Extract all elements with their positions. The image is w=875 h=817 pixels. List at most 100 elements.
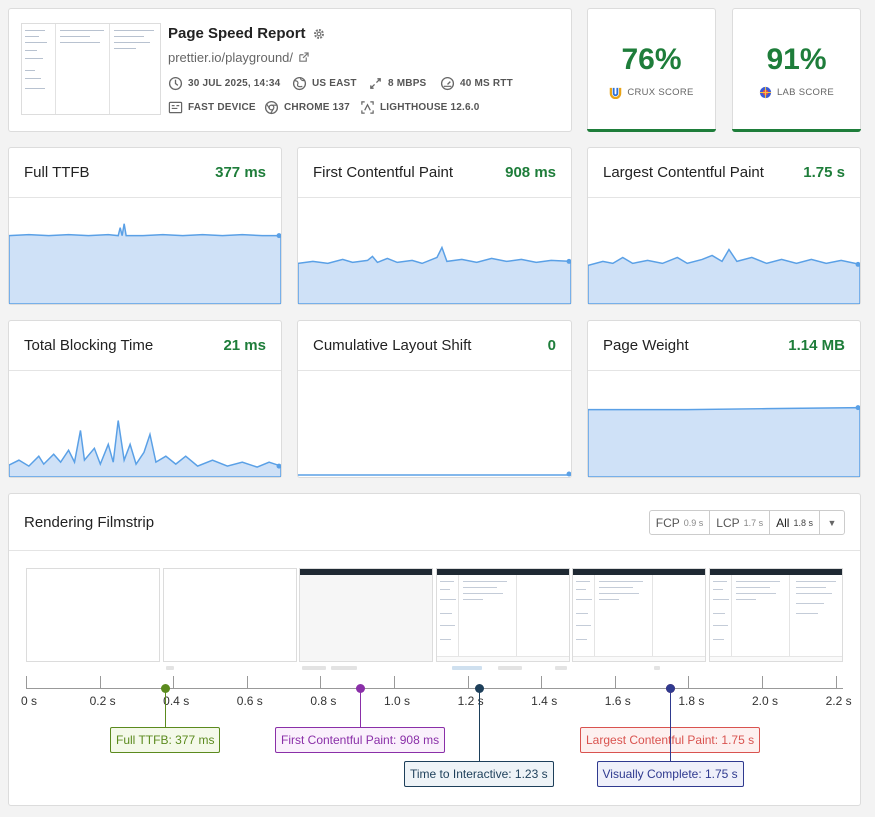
lighthouse-icon	[361, 101, 374, 114]
gear-icon[interactable]	[312, 27, 326, 41]
chrome-icon	[264, 100, 279, 115]
request-bar	[498, 666, 522, 670]
timeline-tick	[688, 676, 690, 688]
chevron-down-icon[interactable]: ▼	[827, 517, 837, 528]
metric-card-tbt[interactable]: Total Blocking Time 21 ms	[8, 320, 282, 478]
request-bar	[331, 666, 357, 670]
meta-text: US EAST	[312, 78, 357, 89]
timeline-axis	[26, 688, 843, 689]
lab-icon	[759, 86, 772, 99]
marker-badge[interactable]: Time to Interactive: 1.23 s	[404, 761, 554, 787]
request-bar	[555, 666, 567, 670]
metric-name: Largest Contentful Paint	[603, 164, 764, 181]
crux-score-label: CRUX SCORE	[588, 86, 715, 99]
marker-line	[165, 688, 166, 727]
metric-name: First Contentful Paint	[313, 164, 454, 181]
marker-badge[interactable]: Visually Complete: 1.75 s	[596, 761, 744, 787]
marker-line	[479, 688, 480, 761]
filmstrip-title: Rendering Filmstrip	[24, 514, 155, 531]
lab-score-label: LAB SCORE	[733, 86, 860, 99]
filmstrip-frame[interactable]	[299, 568, 433, 662]
metric-sparkline	[9, 371, 281, 477]
metric-name: Page Weight	[603, 337, 689, 354]
option-time: 1.8 s	[793, 517, 813, 528]
timeline-tick	[99, 676, 101, 688]
meta-bandwidth: 8 MBPS	[368, 76, 426, 91]
lab-score-card[interactable]: 91% LAB SCORE	[732, 8, 861, 132]
filmstrip-frame[interactable]	[163, 568, 297, 662]
metric-sparkline	[298, 198, 571, 304]
meta-text: 30 JUL 2025, 14:34	[188, 78, 281, 89]
meta-rtt: 40 MS RTT	[440, 76, 513, 91]
marker-line	[360, 688, 361, 727]
marker-dot[interactable]	[475, 684, 484, 693]
filmstrip-range-selector[interactable]: FCP 0.9 s LCP 1.7 s All 1.8 s ▼	[648, 510, 845, 535]
metric-card-page-weight[interactable]: Page Weight 1.14 MB	[587, 320, 861, 478]
timeline-tick-label: 0 s	[20, 694, 37, 708]
lab-score-value: 91%	[766, 43, 827, 76]
timeline-tick	[835, 676, 837, 688]
report-header: Page Speed Report prettier.io/playground…	[8, 8, 572, 132]
metric-value: 1.75 s	[803, 164, 845, 181]
device-icon	[168, 101, 183, 114]
page-url-link[interactable]: prettier.io/playground/	[168, 50, 309, 65]
meta-location: US EAST	[292, 76, 357, 91]
metric-sparkline	[9, 198, 281, 304]
page-screenshot-thumbnail[interactable]	[21, 23, 161, 115]
meta-device: FAST DEVICE	[168, 100, 256, 115]
metric-value: 1.14 MB	[788, 337, 845, 354]
filmstrip-frame[interactable]	[436, 568, 570, 662]
request-bar	[302, 666, 326, 670]
clock-icon	[168, 76, 183, 91]
metric-sparkline	[588, 198, 860, 304]
range-option-fcp[interactable]: FCP 0.9 s	[650, 511, 711, 534]
metric-name: Total Blocking Time	[24, 337, 154, 354]
metric-card-fcp[interactable]: First Contentful Paint 908 ms	[297, 147, 572, 305]
timeline-tick-label: 0.8 s	[310, 694, 337, 708]
meta-text: FAST DEVICE	[188, 102, 256, 113]
meta-text: LIGHTHOUSE 12.6.0	[380, 102, 480, 113]
metric-sparkline	[298, 371, 571, 477]
page-url-text: prettier.io/playground/	[168, 50, 294, 65]
timeline-tick-label: 1.8 s	[678, 694, 705, 708]
request-bar	[452, 666, 482, 670]
marker-dot[interactable]	[161, 684, 170, 693]
filmstrip-frame[interactable]	[572, 568, 706, 662]
metric-value: 377 ms	[215, 164, 266, 181]
timeline-tick	[614, 676, 616, 688]
timeline-tick	[26, 676, 27, 688]
meta-text: 40 MS RTT	[460, 78, 513, 89]
range-option-lcp[interactable]: LCP 1.7 s	[710, 511, 771, 534]
crux-score-label-text: CRUX SCORE	[627, 87, 694, 98]
filmstrip-frame[interactable]	[709, 568, 843, 662]
marker-dot[interactable]	[356, 684, 365, 693]
lab-score-label-text: LAB SCORE	[776, 87, 835, 98]
timeline-tick-label: 2.0 s	[751, 694, 778, 708]
filmstrip-frame[interactable]	[26, 568, 160, 662]
option-time: 0.9 s	[683, 517, 704, 528]
lab-score-bar	[732, 129, 861, 132]
globe-icon	[292, 76, 307, 91]
metric-card-cls[interactable]: Cumulative Layout Shift 0	[297, 320, 572, 478]
request-bar	[654, 666, 660, 670]
crux-score-value: 76%	[621, 43, 682, 76]
crux-score-card[interactable]: 76% CRUX SCORE	[587, 8, 716, 132]
marker-badge[interactable]: First Contentful Paint: 908 ms	[275, 727, 446, 753]
meta-test-time: 30 JUL 2025, 14:34	[168, 76, 280, 91]
external-link-icon	[299, 52, 309, 62]
range-option-all[interactable]: All 1.8 s	[770, 511, 820, 534]
metric-card-lcp[interactable]: Largest Contentful Paint 1.75 s	[587, 147, 861, 305]
marker-line	[670, 688, 671, 761]
marker-badge[interactable]: Full TTFB: 377 ms	[110, 727, 221, 753]
metric-value: 908 ms	[505, 164, 556, 181]
option-time: 1.7 s	[743, 517, 764, 528]
marker-dot[interactable]	[666, 684, 675, 693]
timeline-tick-label: 1.6 s	[604, 694, 631, 708]
meta-text: CHROME 137	[284, 102, 350, 113]
timeline-tick	[541, 676, 543, 688]
timeline-tick	[246, 676, 248, 688]
metric-card-ttfb[interactable]: Full TTFB 377 ms	[8, 147, 282, 305]
timeline-tick-label: 0.4 s	[163, 694, 190, 708]
metric-sparkline	[588, 371, 860, 477]
option-label: FCP	[655, 515, 680, 530]
